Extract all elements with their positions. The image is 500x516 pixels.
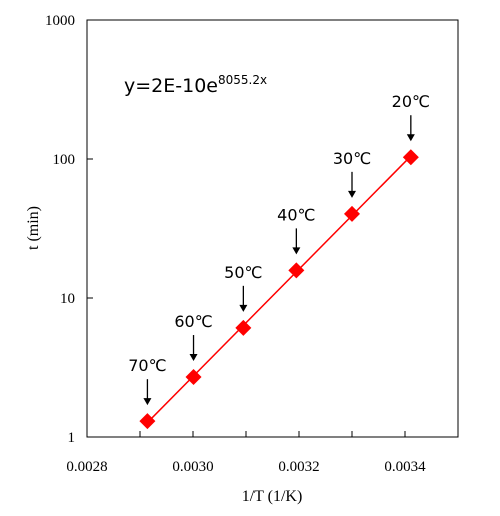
y-axis-title: t (min)	[25, 206, 42, 250]
data-point	[344, 205, 360, 222]
temperature-label: 60℃	[174, 312, 212, 331]
plot-area	[86, 19, 459, 438]
annotation-arrowhead	[292, 247, 301, 255]
temperature-label: 20℃	[392, 92, 430, 111]
data-point	[185, 369, 202, 386]
x-tick-label: 0.0030	[172, 459, 213, 475]
annotations-layer: 70℃ 60℃ 50℃ 40℃ 30℃ 20℃	[128, 92, 430, 406]
data-point	[288, 262, 305, 279]
temperature-label: 40℃	[277, 205, 315, 224]
data-point	[139, 413, 156, 430]
y-tick-label: 1000	[45, 13, 75, 29]
points-layer	[139, 149, 419, 430]
temperature-label: 30℃	[333, 149, 371, 168]
equation-base: y=2E-10e	[124, 75, 218, 97]
ticks-layer: 0.0028 0.0030 0.0032 0.0034 1 10 100 1000	[45, 13, 459, 475]
x-tick-label: 0.0034	[384, 459, 426, 475]
annotation-arrowhead	[348, 190, 356, 198]
y-tick-label: 1	[68, 430, 76, 446]
y-tick-label: 10	[60, 291, 75, 307]
annotation-arrowhead	[406, 134, 415, 142]
data-point	[235, 319, 252, 336]
equation-label: y=2E-10e8055.2x	[124, 73, 267, 97]
x-tick-label: 0.0028	[66, 459, 107, 475]
equation-exponent: 8055.2x	[218, 73, 267, 87]
x-tick-label: 0.0032	[278, 459, 319, 475]
annotation-arrowhead	[239, 304, 248, 312]
temperature-label: 70℃	[128, 356, 166, 375]
x-axis-title: 1/T (1/K)	[242, 488, 303, 505]
temperature-label: 50℃	[224, 263, 262, 282]
y-tick-label: 100	[53, 152, 76, 168]
data-point	[402, 149, 419, 166]
annotation-arrowhead	[189, 354, 198, 362]
annotation-arrowhead	[143, 398, 152, 406]
